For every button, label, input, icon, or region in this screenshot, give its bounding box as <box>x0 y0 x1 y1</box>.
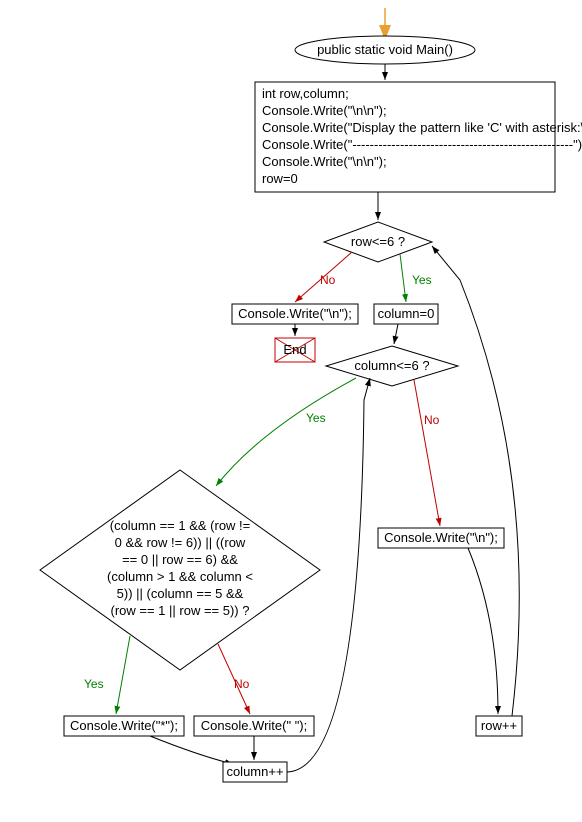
edge-rowpp-decrow <box>432 246 519 716</box>
init-line-2: Console.Write("Display the pattern like … <box>262 120 582 135</box>
rowpp-label: row++ <box>481 718 517 733</box>
init-line-1: Console.Write("\n\n"); <box>262 103 387 118</box>
cond-no-label: No <box>234 677 250 691</box>
edge-col-no <box>414 380 440 526</box>
cond-line-5: (row == 1 || row == 5)) ? <box>111 603 250 618</box>
init-line-5: row=0 <box>262 171 298 186</box>
cond-line-3: (column > 1 && column < <box>107 569 253 584</box>
col0-label: column=0 <box>378 306 435 321</box>
cond-line-1: 0 && row != 6)) || ((row <box>115 535 246 550</box>
edge-nl2-rowpp <box>468 548 498 714</box>
write-sp-label: Console.Write(" "); <box>201 718 308 733</box>
row-yes-label: Yes <box>412 273 432 287</box>
edge-star-colpp <box>150 736 233 764</box>
cond-yes-label: Yes <box>84 677 104 691</box>
cond-line-2: == 0 || row == 6) && <box>122 552 238 567</box>
edge-col-yes <box>216 378 356 486</box>
init-line-0: int row,column; <box>262 86 349 101</box>
dec-row-label: row<=6 ? <box>351 234 405 249</box>
edge-cond-yes <box>116 636 130 714</box>
cond-line-0: (column == 1 && (row != <box>110 518 251 533</box>
col-yes-label: Yes <box>306 411 326 425</box>
edge-row-yes <box>400 254 406 302</box>
write-star-label: Console.Write("*"); <box>70 718 178 733</box>
write-nl2-label: Console.Write("\n"); <box>384 530 498 545</box>
write-nl1-label: Console.Write("\n"); <box>238 306 352 321</box>
init-line-3: Console.Write("-------------------------… <box>262 137 582 152</box>
cond-line-4: 5)) || (column == 5 && <box>117 586 244 601</box>
colpp-label: column++ <box>226 764 283 779</box>
col-no-label: No <box>424 413 440 427</box>
edge-col0-deccol <box>394 324 398 344</box>
init-line-4: Console.Write("\n\n"); <box>262 154 387 169</box>
main-label: public static void Main() <box>317 42 453 57</box>
row-no-label: No <box>320 273 336 287</box>
dec-col-label: column<=6 ? <box>354 358 429 373</box>
end-label: End <box>283 342 306 357</box>
